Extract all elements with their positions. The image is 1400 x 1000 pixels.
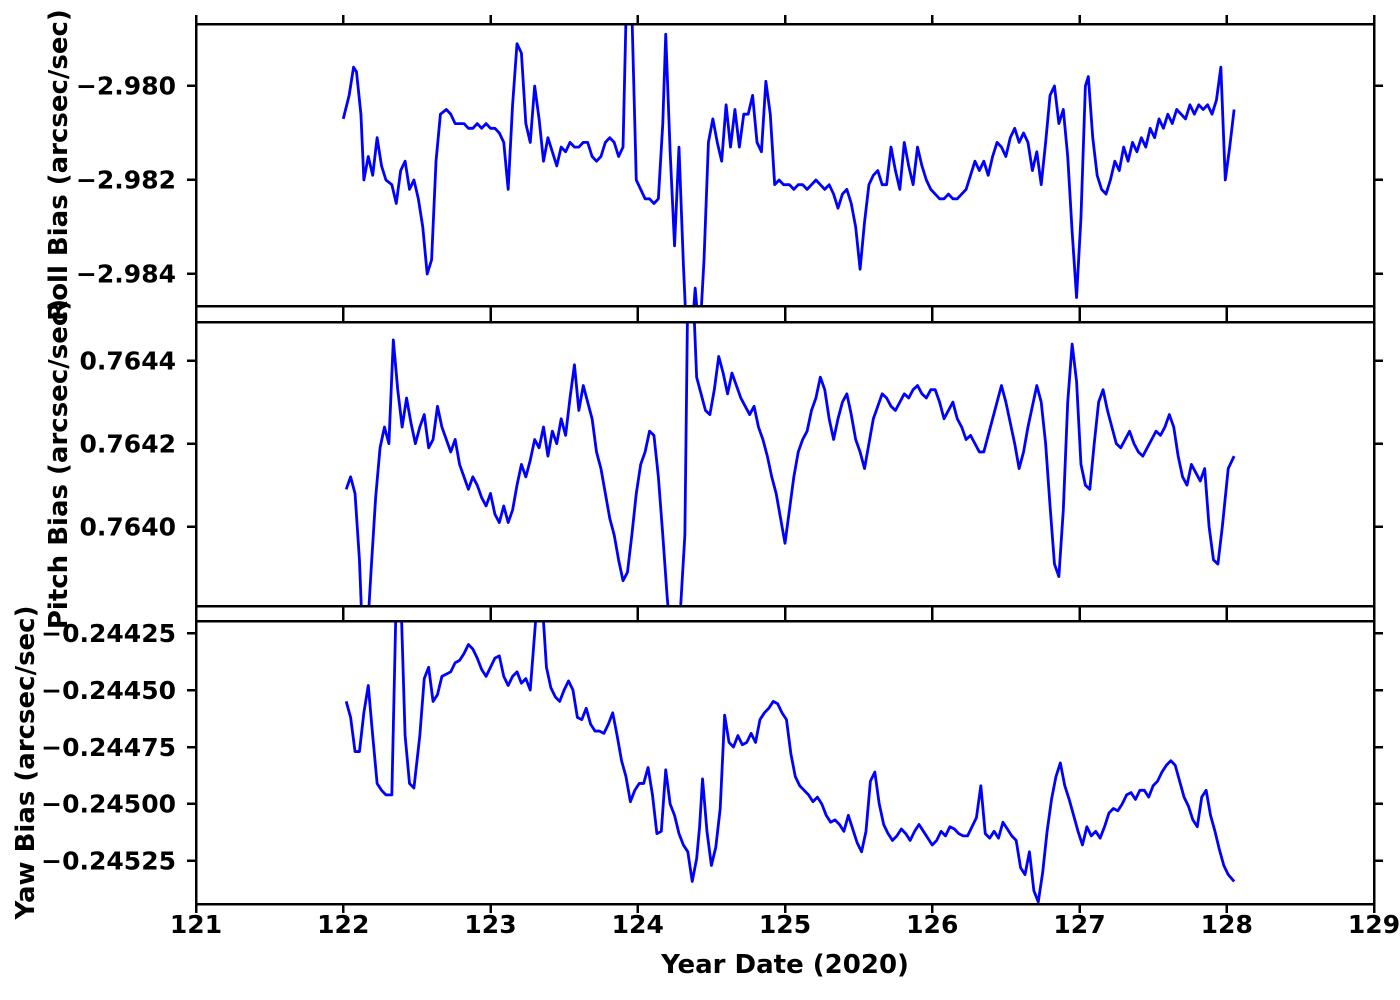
x-tick-label: 126 [906, 910, 958, 939]
y-tick-label: −0.24475 [41, 733, 176, 762]
y-axis-label: Roll Bias (arcsec/sec) [44, 9, 74, 321]
y-tick-label: −2.980 [76, 72, 176, 101]
roll_bias-line [341, 24, 1236, 306]
x-tick-label: 127 [1053, 910, 1105, 939]
yaw_bias-line [344, 621, 1236, 904]
tick-marks [187, 612, 1383, 913]
y-tick-label: −0.24525 [41, 847, 176, 876]
x-tick-label: 124 [612, 910, 664, 939]
axes-spines [194, 22, 1376, 308]
y-tick-label: −0.24450 [41, 676, 176, 705]
x-tick-label: 123 [464, 910, 516, 939]
plot-area [196, 621, 1374, 904]
axes-spines [194, 320, 1376, 608]
y-tick-label: 0.7644 [80, 346, 176, 375]
x-tick-label: 128 [1201, 910, 1253, 939]
y-tick-label: 0.7640 [80, 512, 176, 541]
plot-area [196, 24, 1374, 306]
y-axis-label: Pitch Bias (arcsec/sec) [44, 299, 74, 629]
y-tick-label: −2.982 [76, 166, 176, 195]
pitch_bias-line [344, 322, 1236, 606]
y-tick-label: −0.24425 [41, 619, 176, 648]
y-axis-label: Yaw Bias (arcsec/sec) [11, 606, 41, 921]
x-tick-label: 129 [1348, 910, 1400, 939]
x-tick-label: 122 [317, 910, 369, 939]
axes-spines [194, 619, 1376, 906]
tick-marks [187, 313, 1383, 615]
y-tick-label: −0.24500 [41, 790, 176, 819]
y-tick-label: −2.984 [76, 260, 176, 289]
subplot-yaw_bias: −0.24425 −0.24450 −0.24475 −0.24500 −0.24525… [11, 606, 1383, 921]
y-tick-label: 0.7642 [80, 429, 176, 458]
x-tick-label: 125 [759, 910, 811, 939]
x-axis-label: Year Date (2020) [660, 950, 909, 980]
x-tick-label: 121 [170, 910, 222, 939]
